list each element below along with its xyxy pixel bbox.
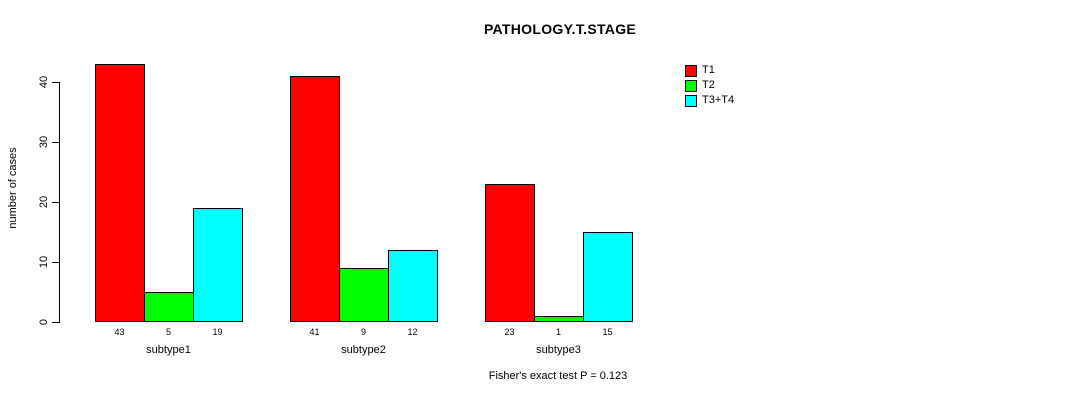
bar-value-label: 23 bbox=[504, 327, 515, 337]
bar-t1-subtype1 bbox=[95, 64, 145, 322]
legend-swatch-t2 bbox=[685, 80, 697, 92]
y-tick-label: 40 bbox=[38, 75, 50, 89]
y-tick-mark bbox=[52, 82, 59, 83]
x-category-label-subtype3: subtype3 bbox=[536, 344, 581, 356]
legend-label-t1: T1 bbox=[702, 64, 715, 76]
y-tick-label: 0 bbox=[38, 318, 50, 326]
y-tick-mark bbox=[52, 322, 59, 323]
y-axis-line bbox=[59, 82, 60, 323]
bar-t3-t4-subtype2 bbox=[388, 250, 438, 322]
y-tick-mark bbox=[52, 262, 59, 263]
legend-label-t3-t4: T3+T4 bbox=[702, 94, 735, 106]
bar-t1-subtype3 bbox=[485, 184, 535, 322]
y-tick-mark bbox=[52, 202, 59, 203]
bar-t3-t4-subtype1 bbox=[193, 208, 243, 322]
bar-value-label: 15 bbox=[602, 327, 613, 337]
bar-value-label: 43 bbox=[114, 327, 125, 337]
bar-t2-subtype3 bbox=[534, 316, 584, 322]
bar-value-label: 19 bbox=[212, 327, 223, 337]
x-category-label-subtype1: subtype1 bbox=[146, 344, 191, 356]
bar-value-label: 1 bbox=[555, 327, 561, 337]
bar-t3-t4-subtype3 bbox=[583, 232, 633, 322]
bar-value-label: 9 bbox=[360, 327, 366, 337]
x-category-label-subtype2: subtype2 bbox=[341, 344, 386, 356]
y-tick-mark bbox=[52, 142, 59, 143]
y-tick-label: 30 bbox=[38, 135, 50, 149]
bar-value-label: 41 bbox=[309, 327, 320, 337]
legend-swatch-t3-t4 bbox=[685, 95, 697, 107]
y-tick-label: 10 bbox=[38, 255, 50, 269]
bar-t2-subtype1 bbox=[144, 292, 194, 322]
bar-t2-subtype2 bbox=[339, 268, 389, 322]
legend-swatch-t1 bbox=[685, 65, 697, 77]
bar-value-label: 5 bbox=[165, 327, 171, 337]
chart-title: PATHOLOGY.T.STAGE bbox=[483, 21, 637, 37]
bar-t1-subtype2 bbox=[290, 76, 340, 322]
y-tick-label: 20 bbox=[38, 195, 50, 209]
bar-value-label: 12 bbox=[407, 327, 418, 337]
annotation-text: Fisher's exact test P = 0.123 bbox=[488, 370, 628, 382]
legend-label-t2: T2 bbox=[702, 79, 715, 91]
